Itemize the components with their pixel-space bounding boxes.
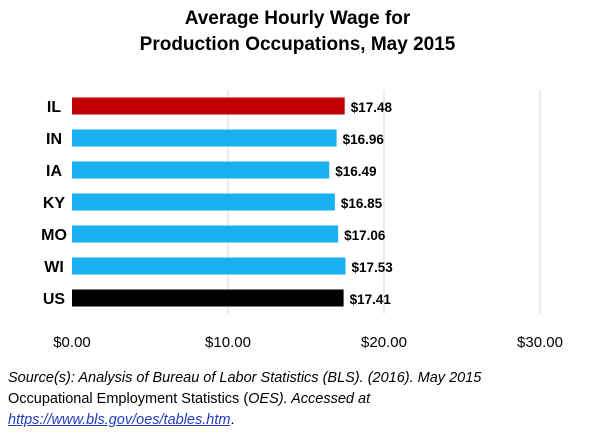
chart-bars (72, 97, 346, 307)
category-label: IA (46, 163, 62, 180)
bar (72, 161, 330, 179)
category-labels: IL IN IA KY MO WI US (41, 99, 67, 308)
source-line-1: Source(s): Analysis of Bureau of Labor S… (8, 370, 482, 386)
value-label: $17.53 (351, 260, 393, 275)
category-label: IN (46, 131, 62, 148)
category-label: IL (47, 99, 61, 116)
x-tick-label: $20.00 (361, 334, 407, 351)
bar (72, 257, 346, 275)
category-label: WI (44, 259, 64, 276)
bar (72, 289, 344, 307)
source-line-2a: Occupational Employment Statistics ( (8, 391, 249, 407)
value-label: $17.06 (344, 228, 386, 243)
value-label: $16.85 (341, 196, 383, 211)
category-label: MO (41, 227, 67, 244)
source-line-3-end: . (230, 412, 235, 428)
source-link[interactable]: https://www.bls.gov/oes/tables.htm (8, 412, 231, 428)
bar (72, 193, 335, 211)
chart-title: Average Hourly Wage for Production Occup… (0, 6, 595, 58)
value-labels: $17.48 $16.96 $16.49 $16.85 $17.06 $17.53 $17.… (335, 100, 393, 307)
x-tick-label: $10.00 (205, 334, 251, 351)
x-tick-label: $0.00 (53, 334, 91, 351)
x-tick-label: $30.00 (517, 334, 563, 351)
bar (72, 225, 339, 243)
chart-title-line-2: Production Occupations, May 2015 (139, 34, 456, 55)
category-label: US (43, 291, 66, 308)
chart-title-line-1: Average Hourly Wage for (184, 8, 411, 29)
bar (72, 97, 345, 115)
bar (72, 129, 337, 147)
source-note: Source(s): Analysis of Bureau of Labor S… (8, 368, 593, 431)
x-tick-labels: $0.00 $10.00 $20.00 $30.00 (53, 334, 563, 351)
value-label: $17.41 (350, 292, 392, 307)
source-line-2b: OES (248, 391, 279, 407)
source-line-2c: ). Accessed at (278, 391, 371, 407)
value-label: $17.48 (351, 100, 393, 115)
value-label: $16.96 (343, 132, 385, 147)
value-label: $16.49 (335, 164, 376, 179)
category-label: KY (43, 195, 66, 212)
